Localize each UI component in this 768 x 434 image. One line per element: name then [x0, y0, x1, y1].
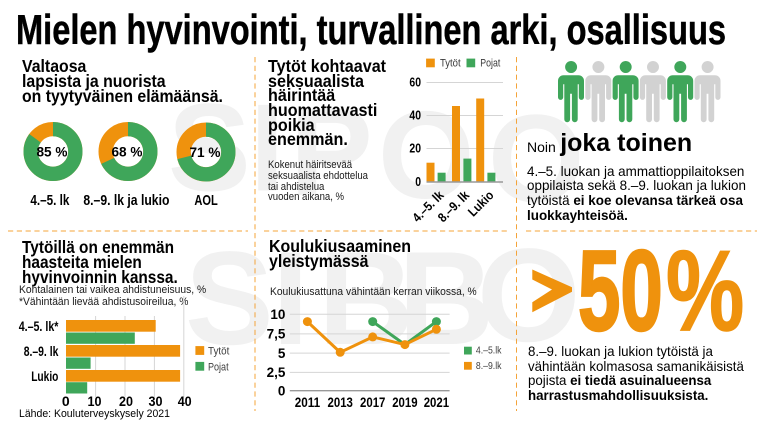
svg-text:B: B	[398, 225, 494, 373]
svg-text:Lukio: Lukio	[31, 368, 58, 384]
svg-text:7,5: 7,5	[267, 327, 286, 342]
svg-text:Tytöt: Tytöt	[440, 57, 461, 69]
svg-text:Pojat: Pojat	[480, 57, 500, 69]
svg-text:P: P	[290, 84, 373, 222]
svg-text:AOL: AOL	[194, 192, 217, 209]
svg-text:8.–9. lk ja lukio: 8.–9. lk ja lukio	[83, 192, 169, 209]
svg-text:85 %: 85 %	[37, 143, 69, 159]
svg-text:20: 20	[409, 141, 421, 156]
svg-text:5: 5	[278, 346, 286, 361]
svg-text:Pojat: Pojat	[208, 361, 229, 373]
svg-text:2017: 2017	[360, 394, 386, 410]
svg-text:0: 0	[62, 393, 70, 409]
svg-text:I: I	[250, 80, 284, 218]
svg-text:4.–5. lk*: 4.–5. lk*	[19, 318, 59, 334]
svg-text:4.–5. lk: 4.–5. lk	[30, 192, 70, 209]
svg-text:68 %: 68 %	[112, 143, 144, 159]
svg-text:20: 20	[119, 393, 133, 409]
svg-text:8.–9.lk: 8.–9.lk	[476, 360, 502, 372]
svg-text:10: 10	[270, 307, 285, 322]
svg-text:0: 0	[415, 174, 421, 189]
svg-text:8.–9. lk: 8.–9. lk	[24, 343, 59, 359]
svg-text:30: 30	[149, 393, 163, 409]
svg-text:2019: 2019	[392, 394, 418, 410]
svg-text:2,5: 2,5	[267, 365, 286, 380]
svg-text:60: 60	[409, 75, 421, 90]
svg-text:40: 40	[178, 393, 192, 409]
svg-text:I: I	[272, 225, 309, 373]
svg-text:4.–5.lk: 4.–5.lk	[476, 345, 502, 357]
svg-text:2011: 2011	[295, 394, 321, 410]
svg-text:0: 0	[278, 383, 286, 398]
svg-text:Tytöt: Tytöt	[208, 345, 229, 357]
svg-text:71 %: 71 %	[190, 144, 222, 160]
svg-text:40: 40	[409, 108, 421, 123]
svg-text:10: 10	[88, 393, 102, 409]
svg-text:2013: 2013	[328, 394, 354, 410]
svg-text:2021: 2021	[424, 394, 450, 410]
